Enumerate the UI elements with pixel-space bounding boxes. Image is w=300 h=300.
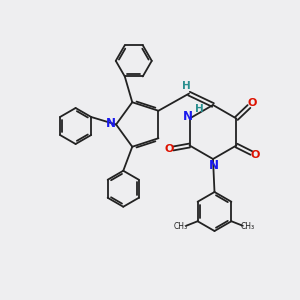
Text: O: O: [250, 150, 260, 160]
Text: N: N: [208, 158, 219, 172]
Text: O: O: [164, 144, 174, 154]
Text: H: H: [182, 81, 190, 91]
Text: N: N: [106, 117, 116, 130]
Text: O: O: [248, 98, 257, 109]
Text: H: H: [195, 104, 204, 115]
Text: N: N: [182, 110, 193, 124]
Text: CH₃: CH₃: [241, 223, 255, 232]
Text: CH₃: CH₃: [174, 223, 188, 232]
